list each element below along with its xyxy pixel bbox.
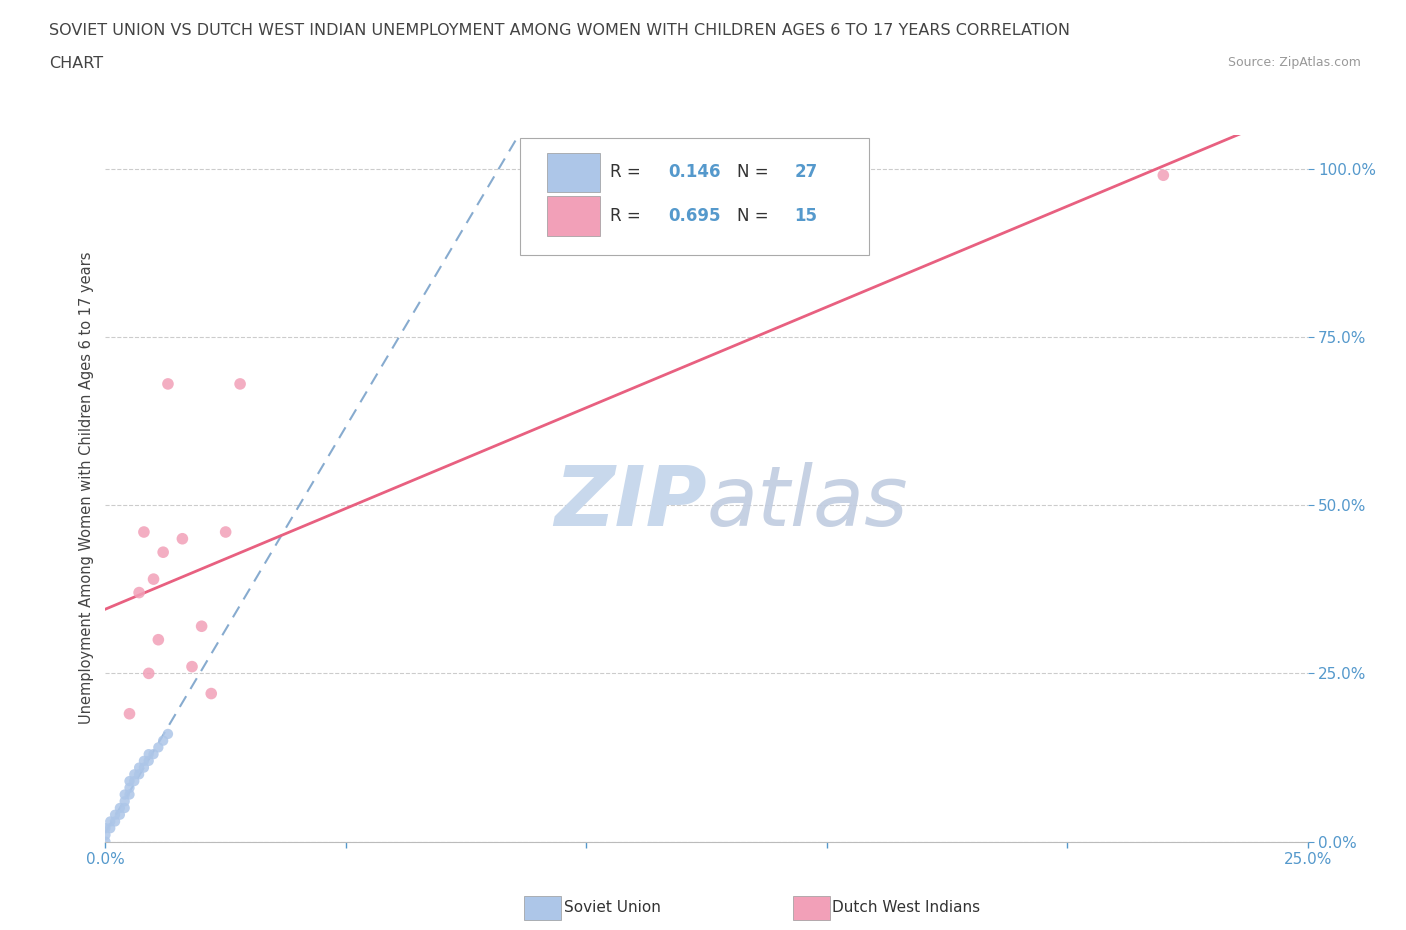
Point <box>108 807 131 822</box>
Text: Dutch West Indians: Dutch West Indians <box>832 900 980 915</box>
Point <box>148 632 170 647</box>
Point <box>128 585 150 600</box>
Text: 0.146: 0.146 <box>668 164 720 181</box>
Point <box>142 747 165 762</box>
Point <box>118 706 141 721</box>
Point <box>94 834 117 849</box>
Point <box>98 814 121 829</box>
Point <box>156 377 179 392</box>
Text: Soviet Union: Soviet Union <box>564 900 661 915</box>
Point <box>132 525 155 539</box>
FancyBboxPatch shape <box>547 196 599 236</box>
Point <box>98 821 121 836</box>
Text: 27: 27 <box>794 164 817 181</box>
Point <box>124 774 146 789</box>
Text: 15: 15 <box>794 207 817 225</box>
Text: R =: R = <box>610 207 647 225</box>
Point <box>132 760 155 775</box>
Text: R =: R = <box>610 164 647 181</box>
Text: SOVIET UNION VS DUTCH WEST INDIAN UNEMPLOYMENT AMONG WOMEN WITH CHILDREN AGES 6 : SOVIET UNION VS DUTCH WEST INDIAN UNEMPL… <box>49 23 1070 38</box>
Point <box>128 767 150 782</box>
FancyBboxPatch shape <box>547 153 599 193</box>
Point <box>148 740 170 755</box>
Y-axis label: Unemployment Among Women with Children Ages 6 to 17 years: Unemployment Among Women with Children A… <box>79 252 94 724</box>
Point <box>104 814 127 829</box>
FancyBboxPatch shape <box>520 139 869 255</box>
Point <box>114 801 136 816</box>
Point <box>132 753 155 768</box>
Point <box>94 828 117 843</box>
Point <box>152 733 174 748</box>
Point <box>138 753 160 768</box>
Point <box>124 767 146 782</box>
Point <box>114 794 136 809</box>
Text: 0.695: 0.695 <box>668 207 720 225</box>
Text: ZIP: ZIP <box>554 462 707 543</box>
Text: CHART: CHART <box>49 56 103 71</box>
Point <box>138 666 160 681</box>
Point <box>214 525 236 539</box>
Point <box>190 618 212 633</box>
Point <box>229 377 252 392</box>
Point <box>200 686 222 701</box>
Point <box>152 545 174 560</box>
Point <box>1152 167 1174 182</box>
Text: N =: N = <box>737 207 773 225</box>
Point <box>118 787 141 802</box>
Point <box>128 760 150 775</box>
Point <box>138 747 160 762</box>
Point <box>172 531 194 546</box>
Point <box>118 774 141 789</box>
Point <box>114 787 136 802</box>
Text: atlas: atlas <box>707 462 908 543</box>
Point <box>104 807 127 822</box>
Point <box>94 821 117 836</box>
Point <box>108 801 131 816</box>
Text: N =: N = <box>737 164 773 181</box>
Point <box>142 572 165 587</box>
Text: Source: ZipAtlas.com: Source: ZipAtlas.com <box>1227 56 1361 69</box>
Point <box>181 659 204 674</box>
Point <box>156 726 179 741</box>
Point <box>118 780 141 795</box>
